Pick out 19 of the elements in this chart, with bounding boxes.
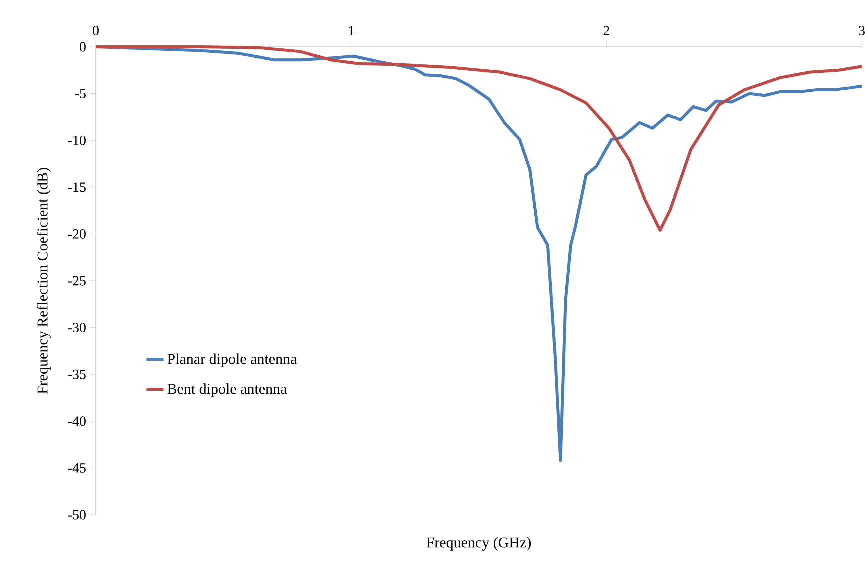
y-tick-label: -45 <box>68 464 86 473</box>
y-tick-label: -10 <box>68 136 86 146</box>
y-tick-label: -5 <box>75 89 86 98</box>
y-tick-label: -20 <box>68 229 86 239</box>
x-tick-label: 2 <box>604 26 610 36</box>
x-tick-label: 0 <box>93 26 99 36</box>
x-tick-label: 3 <box>859 26 865 36</box>
y-tick-label: 0 <box>80 42 86 52</box>
legend-label: Planar dipole antenna <box>168 354 297 368</box>
x-tick-label: 1 <box>349 26 354 36</box>
y-axis-title: Frequency Reflection Coeficient (dB) <box>37 168 51 394</box>
y-tick-label: -15 <box>68 182 86 192</box>
y-tick-label: -30 <box>68 323 86 333</box>
legend-label: Bent dipole antenna <box>168 384 287 398</box>
y-tick-label: -40 <box>68 416 86 426</box>
y-tick-label: -35 <box>68 370 86 380</box>
y-tick-label: -25 <box>68 276 86 286</box>
x-axis-title: Frequency (GHz) <box>426 537 532 551</box>
y-tick-label: -50 <box>68 510 86 520</box>
